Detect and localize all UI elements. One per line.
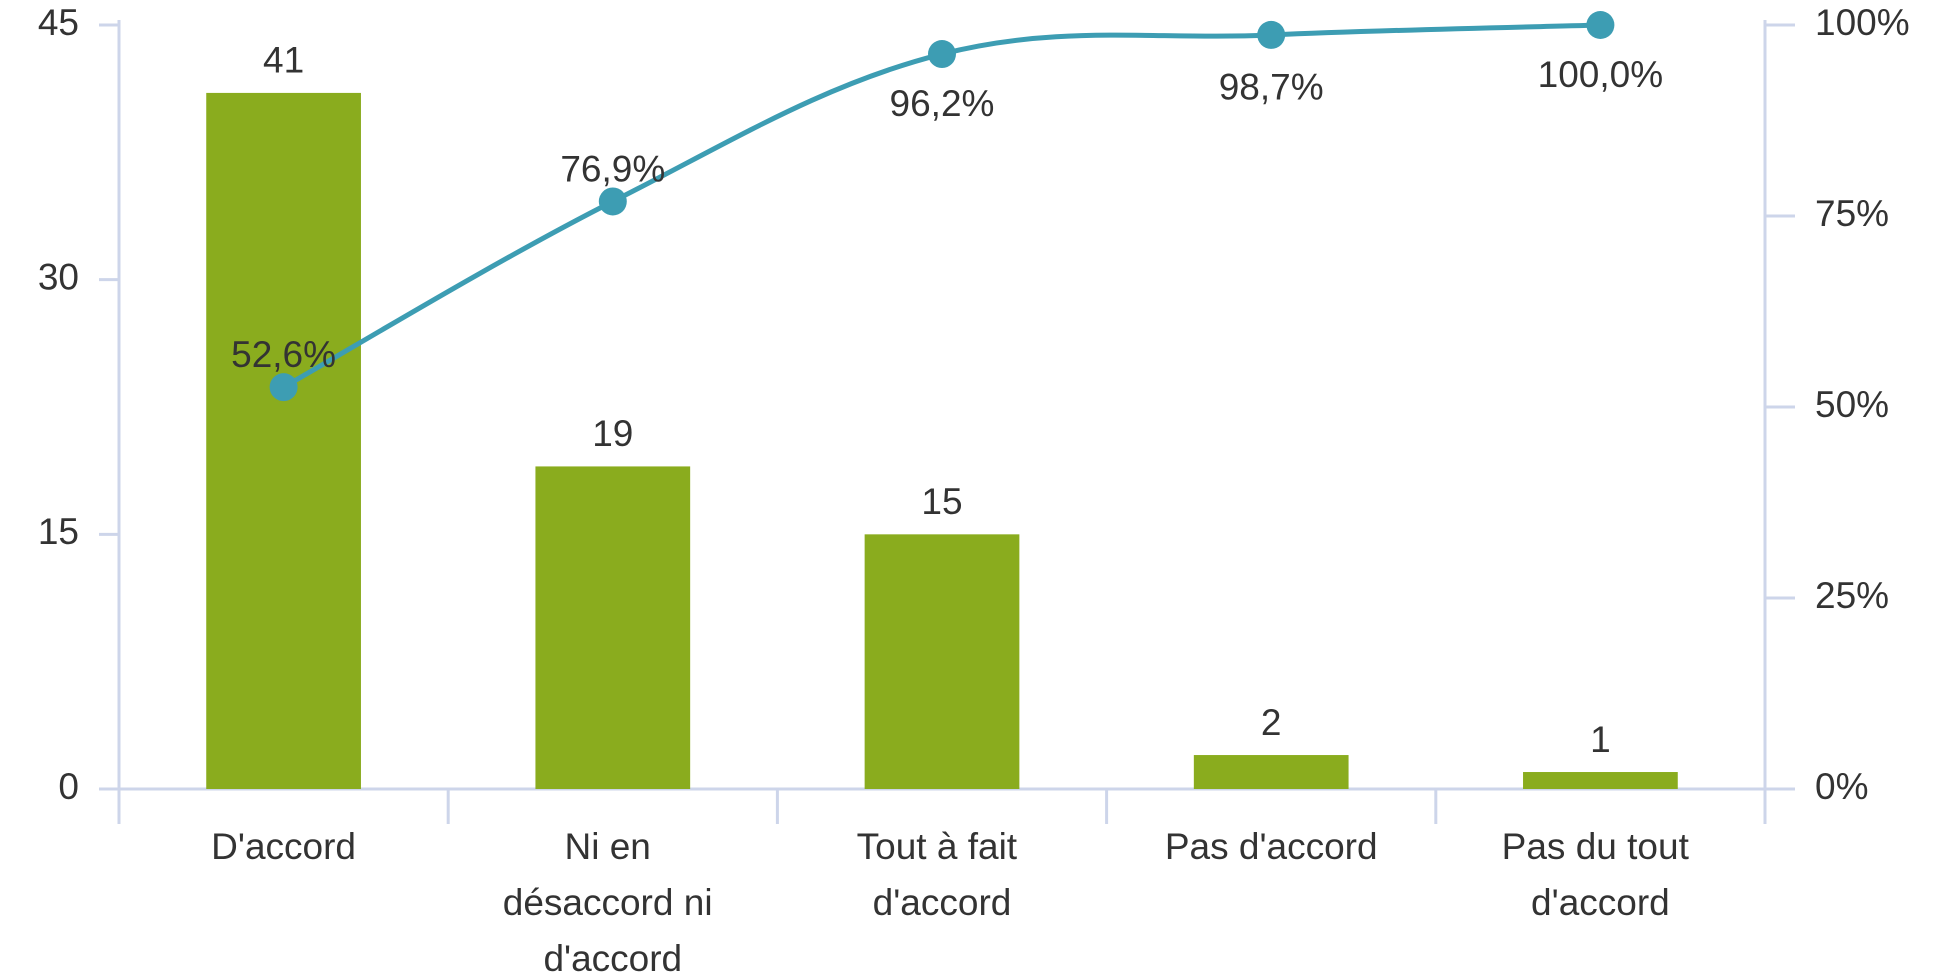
x-tick-label: Pas du tout d'accord — [1502, 826, 1699, 923]
bar-value-label: 2 — [1261, 702, 1282, 743]
bar — [535, 466, 691, 789]
cumulative-point — [598, 187, 627, 216]
y2-tick-label: 0% — [1815, 766, 1868, 807]
cumulative-point — [269, 373, 298, 402]
bar — [1523, 772, 1678, 789]
line-value-label: 100,0% — [1538, 54, 1664, 95]
x-tick-label: Tout à fait d'accord — [857, 826, 1028, 923]
x-tick-label: Ni en désaccord ni d'accord — [503, 826, 723, 976]
line-value-label: 96,2% — [890, 83, 995, 124]
y2-tick-label: 25% — [1815, 575, 1889, 616]
cumulative-line — [282, 22, 1601, 390]
y2-tick-label: 100% — [1815, 2, 1910, 43]
cumulative-point — [1586, 11, 1615, 39]
x-tick-label: Pas d'accord — [1165, 826, 1378, 867]
line-value-label: 76,9% — [560, 148, 665, 189]
bar — [864, 534, 1020, 789]
line-value-label: 52,6% — [231, 334, 336, 375]
y-tick-label: 15 — [38, 511, 79, 552]
y-tick-label: 30 — [38, 256, 79, 297]
bar-value-label: 41 — [263, 40, 304, 81]
bar — [206, 92, 361, 789]
bar-value-label: 19 — [592, 413, 633, 454]
cumulative-point — [928, 40, 956, 69]
bar-value-label: 15 — [921, 481, 962, 522]
y-tick-label: 0 — [58, 766, 79, 807]
y-tick-label: 45 — [38, 2, 79, 43]
line-value-label: 98,7% — [1219, 67, 1324, 108]
bar — [1193, 755, 1349, 789]
y2-tick-label: 50% — [1815, 384, 1889, 425]
cumulative-point — [1257, 20, 1286, 49]
y2-tick-label: 75% — [1815, 193, 1889, 234]
bar-value-label: 1 — [1590, 719, 1611, 760]
x-tick-label: D'accord — [211, 826, 356, 867]
